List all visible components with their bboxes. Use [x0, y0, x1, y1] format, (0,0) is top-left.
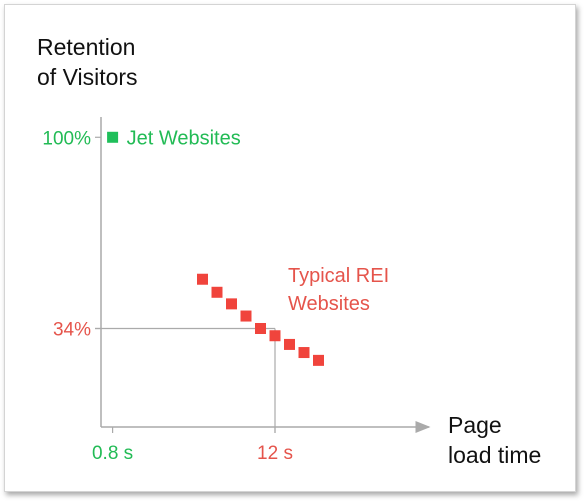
y-axis-label-line-1: Retention: [37, 34, 135, 60]
series-labels: Jet Websites Typical REI Websites: [127, 127, 390, 315]
x-axis-label-line-2: load time: [448, 442, 541, 468]
y-tick-label-0: 100%: [42, 128, 91, 149]
series-1-point-4: [255, 322, 266, 334]
series-1-point-5: [269, 330, 281, 342]
series-1-point-1: [211, 286, 223, 298]
data-points: [107, 131, 324, 366]
series-1-point-8: [313, 354, 324, 366]
series-0-point-0: [107, 131, 119, 143]
x-axis-label-line-1: Page: [448, 412, 502, 438]
series-label-jet-websites: Jet Websites: [127, 127, 241, 149]
series-label-rei-line-1: Typical REI: [288, 265, 389, 287]
series-label-rei-line-2: Websites: [288, 293, 370, 315]
series-1-point-2: [226, 298, 237, 310]
y-axis-label-line-2: of Visitors: [37, 64, 138, 90]
guide-lines: [95, 327, 276, 433]
series-1-point-0: [197, 273, 208, 285]
retention-chart: Retention of Visitors Page load time 100…: [37, 34, 541, 468]
series-1-point-7: [298, 347, 310, 359]
chart-frame: Retention of Visitors Page load time 100…: [4, 4, 576, 492]
series-1-point-6: [284, 338, 295, 350]
x-tick-label-1: 12 s: [257, 443, 293, 464]
series-1-point-3: [240, 310, 252, 322]
x-tick-label-0: 0.8 s: [92, 443, 133, 464]
y-tick-label-1: 34%: [53, 319, 91, 340]
axis-ticks: 100% 34% 0.8 s 12 s: [42, 128, 293, 464]
